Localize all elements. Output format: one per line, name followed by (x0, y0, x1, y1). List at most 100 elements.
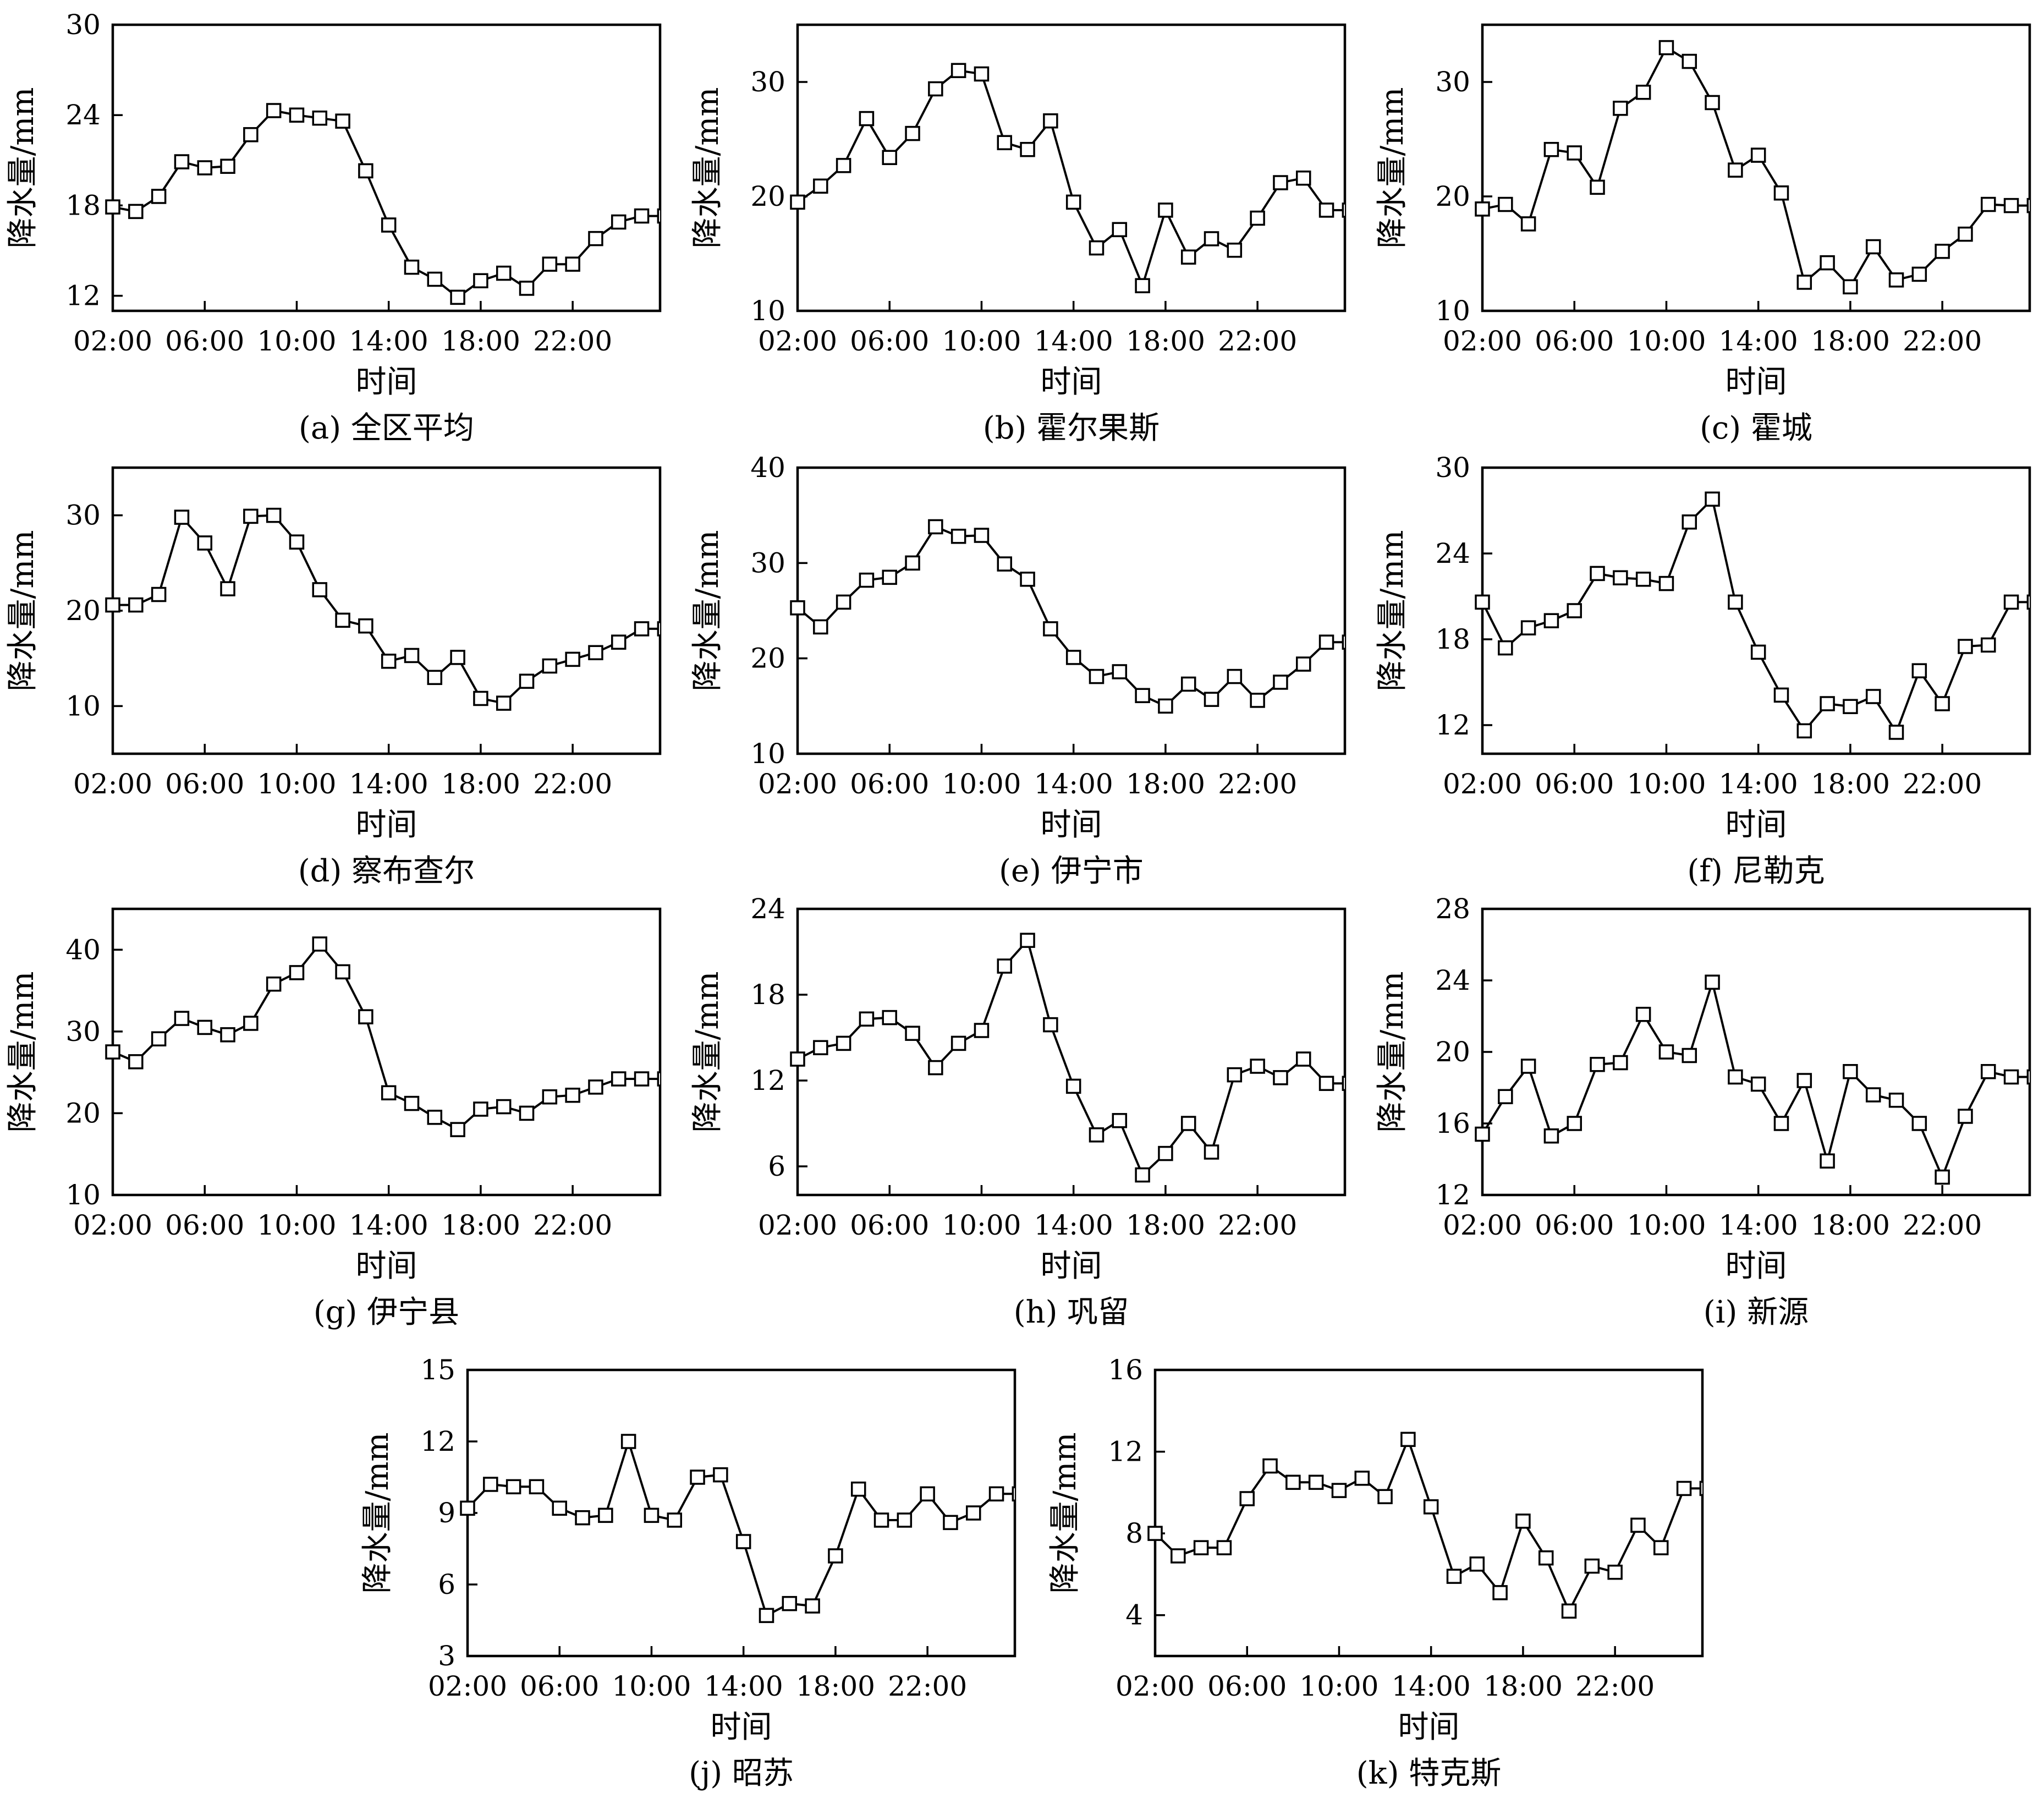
data-point (657, 208, 660, 224)
x-tick-label: 18:00 (1483, 1670, 1563, 1702)
data-point (243, 127, 259, 142)
data-point (1728, 1069, 1743, 1085)
x-tick-label: 02:00 (1443, 325, 1522, 357)
x-tick-label: 22:00 (1575, 1670, 1655, 1702)
data-point (1498, 196, 1513, 212)
data-point (1728, 162, 1743, 178)
y-axis-label: 降水量/mm (1375, 971, 1410, 1132)
y-tick-label: 8 (1125, 1517, 1143, 1549)
data-point (404, 259, 420, 275)
data-point (1112, 222, 1128, 238)
series-line (797, 938, 1345, 1177)
plot-frame (796, 23, 1347, 312)
data-point (759, 1608, 774, 1624)
series-group (790, 519, 1345, 714)
data-point (1658, 1044, 1674, 1060)
y-tick-label: 30 (1435, 66, 1470, 98)
panel-caption: (f) 尼勒克 (1687, 853, 1825, 889)
data-point (1630, 1517, 1646, 1533)
data-point (1584, 1558, 1600, 1574)
y-tick-label: 6 (768, 1150, 785, 1182)
series-group (105, 936, 660, 1137)
data-point (988, 1486, 1004, 1502)
data-point (1158, 202, 1173, 218)
data-point (243, 1016, 259, 1031)
x-axis-label: 时间 (1041, 1248, 1102, 1284)
data-point (289, 534, 305, 550)
data-point (859, 1011, 875, 1027)
x-tick-label: 10:00 (612, 1670, 691, 1702)
y-axis-label: 降水量/mm (1047, 1432, 1083, 1593)
data-point (473, 273, 488, 289)
data-point (289, 965, 305, 980)
data-point (873, 1512, 889, 1528)
data-point (1020, 572, 1035, 587)
x-tick-label: 02:00 (73, 325, 152, 357)
y-tick-label: 12 (65, 280, 101, 312)
x-tick-label: 10:00 (257, 325, 336, 357)
y-tick-label: 30 (750, 66, 785, 98)
data-point (950, 63, 966, 78)
data-point (565, 1087, 580, 1103)
data-point (2026, 594, 2030, 610)
panel-caption: (j) 昭苏 (689, 1756, 794, 1791)
x-tick-label: 18:00 (1811, 768, 1890, 800)
panel-caption: (d) 察布查尔 (298, 853, 475, 889)
data-point (427, 271, 443, 287)
data-point (1135, 688, 1150, 704)
panel-caption: (h) 巩留 (1014, 1295, 1129, 1330)
data-point (243, 508, 259, 524)
y-axis-label: 降水量/mm (1375, 530, 1410, 691)
data-point (312, 936, 328, 952)
panel-caption: (k) 特克斯 (1356, 1756, 1501, 1791)
data-point (1538, 1550, 1554, 1566)
chart-panel-d: 10 20 30 02:00 06:00 10:00 14:00 18:00 22:00 时间 降水… (5, 466, 662, 889)
plot-frame (1481, 23, 2031, 312)
data-point (1590, 179, 1605, 195)
x-tick-label: 06:00 (1535, 1209, 1614, 1241)
data-point (897, 1512, 913, 1528)
y-tick-label: 16 (1108, 1354, 1143, 1386)
data-point (197, 160, 212, 176)
data-point (634, 1071, 650, 1087)
data-point (1377, 1489, 1393, 1505)
data-point (151, 586, 167, 602)
x-tick-label: 18:00 (1811, 1209, 1890, 1241)
y-tick-label: 30 (65, 1016, 101, 1048)
data-point (950, 529, 966, 544)
data-point (1796, 275, 1812, 290)
data-point (813, 619, 828, 635)
x-tick-label: 22:00 (1218, 325, 1297, 357)
x-axis-label: 时间 (356, 807, 417, 843)
x-tick-label: 10:00 (942, 768, 1021, 800)
data-point (1318, 1076, 1334, 1091)
y-tick-label: 40 (65, 934, 101, 966)
data-point (611, 1071, 627, 1087)
data-point (1295, 656, 1311, 672)
data-point (1653, 1540, 1669, 1555)
data-point (1193, 1540, 1209, 1555)
data-point (1158, 1145, 1173, 1161)
data-point (1308, 1474, 1324, 1490)
data-point (1796, 723, 1812, 739)
x-tick-label: 18:00 (1811, 325, 1890, 357)
data-point (1273, 175, 1288, 190)
y-tick-label: 20 (65, 595, 101, 627)
data-point (1958, 639, 1973, 654)
y-tick-label: 24 (1435, 964, 1470, 996)
data-point (542, 1089, 558, 1105)
x-tick-label: 06:00 (520, 1670, 599, 1702)
data-point (1658, 40, 1674, 56)
data-point (1020, 141, 1035, 157)
x-tick-label: 10:00 (1299, 1670, 1378, 1702)
data-point (565, 651, 580, 667)
data-point (1705, 974, 1720, 990)
x-tick-label: 14:00 (1034, 325, 1113, 357)
data-point (667, 1512, 683, 1528)
data-point (1112, 1113, 1128, 1128)
x-tick-label: 06:00 (850, 768, 929, 800)
y-tick-label: 30 (65, 500, 101, 531)
data-point (358, 163, 373, 179)
x-tick-label: 10:00 (257, 768, 336, 800)
x-axis-label: 时间 (1398, 1709, 1460, 1745)
